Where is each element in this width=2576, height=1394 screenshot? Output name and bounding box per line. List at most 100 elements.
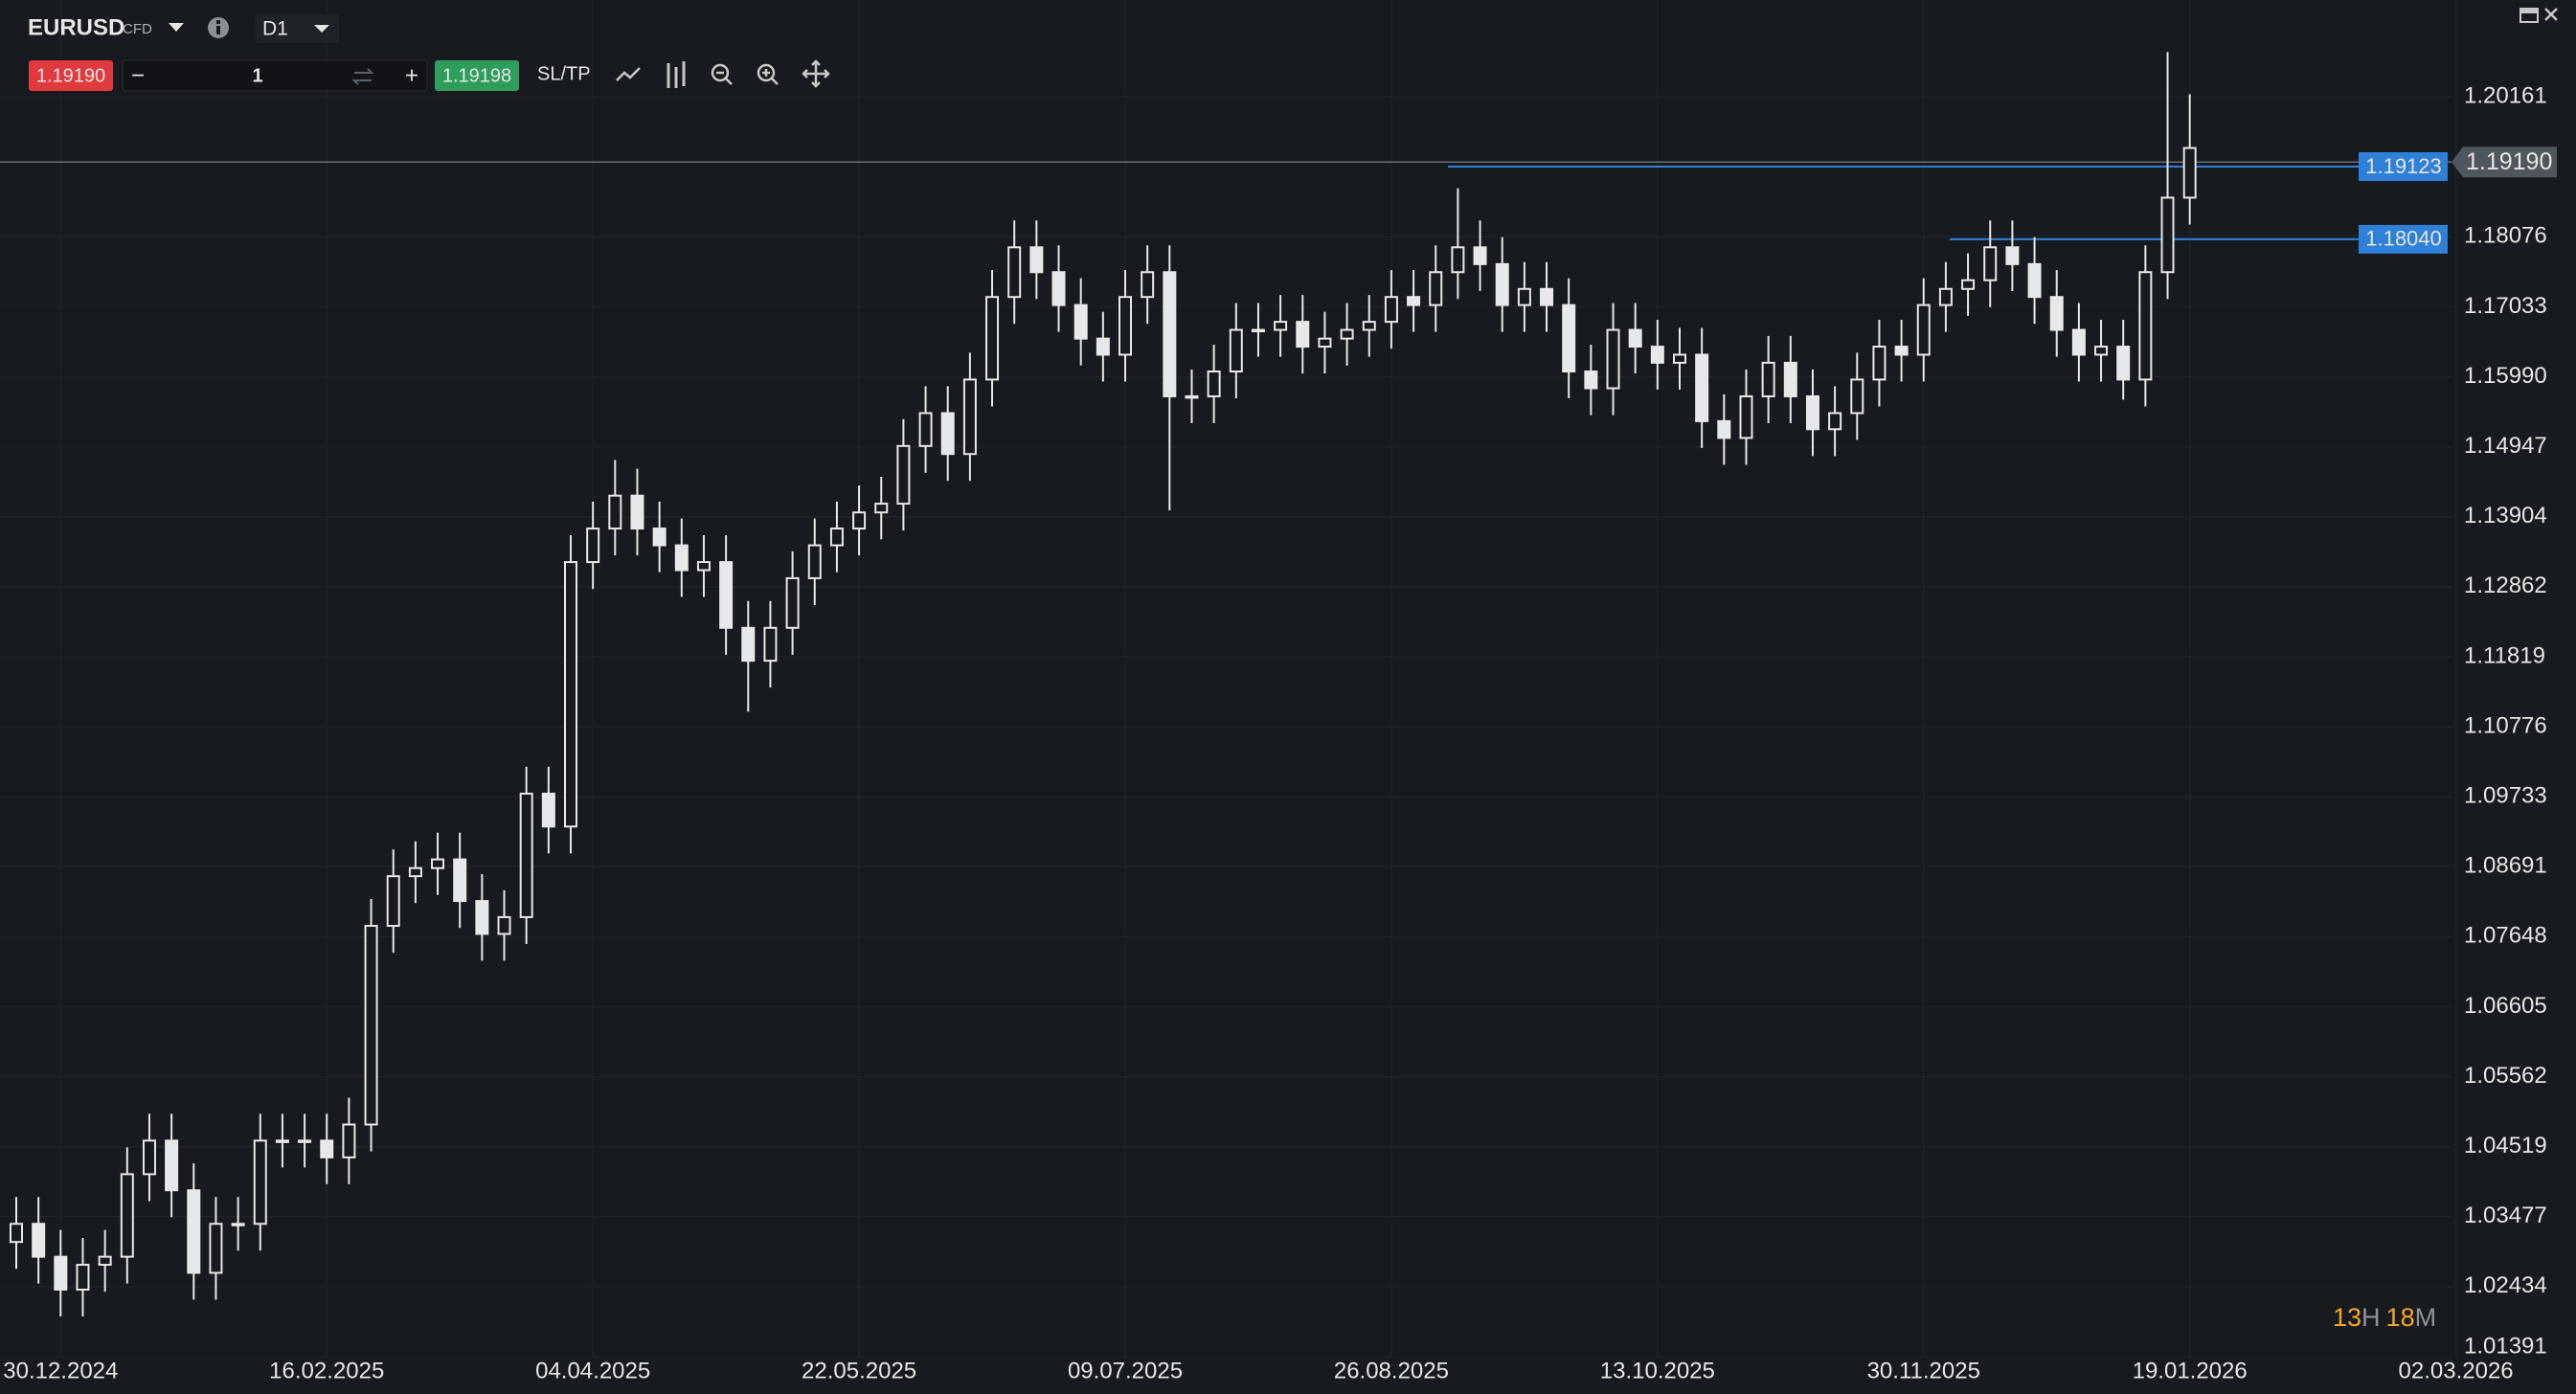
candle-chart-icon[interactable]: [667, 61, 686, 88]
y-tick-label: 1.02434: [2464, 1272, 2547, 1298]
countdown-minutes: 18: [2386, 1303, 2415, 1332]
info-icon-dot: [216, 20, 220, 24]
candle-body: [1517, 287, 1531, 306]
close-icon[interactable]: [2544, 8, 2558, 21]
candle-body: [829, 528, 844, 547]
candle-body: [1961, 279, 1976, 290]
swap-icon[interactable]: [351, 68, 374, 85]
candle-body: [1384, 296, 1398, 324]
zoom-in-icon[interactable]: [757, 63, 776, 82]
zoom-in-icon-lines: [762, 69, 779, 85]
x-tick-label: 16.02.2025: [269, 1358, 384, 1383]
order-line-label: 1.18040: [2365, 227, 2442, 251]
candle-body: [896, 444, 911, 506]
current-price-label: 1.19190: [2466, 148, 2552, 175]
candle-body: [1362, 321, 1376, 331]
increase-button[interactable]: +: [405, 62, 418, 88]
candle-body: [1429, 271, 1443, 306]
minimize-icon-bar: [2520, 9, 2538, 13]
candle-body: [142, 1139, 156, 1176]
candle-body: [1606, 328, 1620, 390]
y-tick-label: 1.13904: [2464, 503, 2547, 528]
candle-body: [76, 1264, 90, 1291]
candle-body: [1983, 246, 1998, 281]
line-chart-icon[interactable]: [616, 67, 641, 81]
timeframe-select[interactable]: [255, 14, 339, 43]
timeframe-dropdown: [314, 25, 329, 33]
zoom-out-icon[interactable]: [711, 63, 730, 82]
candle-body: [1451, 246, 1465, 274]
candle-body: [2027, 262, 2042, 299]
candle-body: [918, 412, 933, 447]
countdown-hours: 13: [2333, 1303, 2361, 1332]
x-tick-label: 30.11.2025: [1867, 1358, 1980, 1383]
candle-body: [1296, 321, 1310, 348]
candle-body: [674, 544, 689, 572]
candle-body: [98, 1255, 112, 1267]
countdown-minutes-unit: M: [2415, 1303, 2437, 1332]
candle-body: [275, 1139, 289, 1143]
candle-body: [586, 528, 600, 564]
candle-body: [1251, 328, 1265, 333]
x-tick-label: 09.07.2025: [1068, 1358, 1183, 1383]
candle-body: [1805, 394, 1819, 431]
candle-body: [1916, 304, 1931, 356]
candle-body: [1894, 346, 1909, 356]
candle-body: [120, 1173, 134, 1258]
candle-body: [1163, 271, 1177, 397]
y-tick-label: 1.15990: [2464, 363, 2547, 389]
order-line-tag: [2359, 224, 2448, 254]
symbol-type: CFD: [123, 21, 152, 37]
quantity[interactable]: 1: [252, 65, 262, 86]
candle-body: [1007, 246, 1022, 299]
candle-body: [1872, 346, 1887, 381]
candle-body: [453, 858, 467, 903]
sltp-button[interactable]: SL/TP: [537, 63, 591, 84]
quantity-box[interactable]: [122, 59, 428, 92]
candle-body: [2049, 296, 2064, 331]
candle-body: [940, 412, 955, 456]
candle-body: [54, 1255, 68, 1291]
candle-body: [719, 561, 734, 629]
candle-body: [1850, 378, 1864, 415]
y-tick-label: 1.09733: [2464, 783, 2547, 809]
symbol-dropdown[interactable]: [169, 23, 184, 32]
y-tick-label: 1.17033: [2464, 293, 2547, 319]
candle-body: [652, 528, 667, 547]
candle-body: [1274, 321, 1288, 331]
candle-body: [1141, 271, 1155, 299]
countdown-hours-unit: H: [2361, 1303, 2381, 1332]
candle-body: [1628, 328, 1642, 348]
candle-body: [630, 494, 644, 530]
candle-body: [696, 561, 711, 572]
candle-body: [763, 626, 778, 663]
candle-body: [408, 866, 422, 878]
x-tick-label: 22.05.2025: [802, 1358, 916, 1383]
candle-body: [1717, 419, 1731, 439]
candle-body: [386, 875, 400, 928]
y-tick-label: 1.07648: [2464, 923, 2547, 949]
pan-icon[interactable]: [802, 59, 830, 88]
candle-body: [874, 503, 889, 514]
candle-body: [2116, 346, 2131, 381]
toolbar: EURUSD CFD D1 1.19190 − 1 + 1.19198 SL/T…: [28, 8, 2558, 92]
candle-body: [1096, 337, 1110, 356]
candle-body: [187, 1189, 201, 1274]
candle-body: [807, 544, 822, 579]
candle-body: [1695, 353, 1709, 422]
sell-button[interactable]: [29, 60, 113, 91]
y-tick-label: 1.05562: [2464, 1063, 2547, 1089]
candle-body: [852, 511, 867, 530]
x-tick-label: 19.01.2026: [2133, 1358, 2248, 1383]
symbol[interactable]: EURUSD: [28, 14, 124, 40]
candle-body: [1029, 246, 1044, 274]
candle-body: [1318, 337, 1332, 348]
buy-button[interactable]: [435, 60, 519, 91]
decrease-button[interactable]: −: [131, 62, 145, 88]
candle-body: [519, 792, 533, 918]
candle-body: [209, 1223, 223, 1274]
candle-body: [1340, 328, 1354, 340]
